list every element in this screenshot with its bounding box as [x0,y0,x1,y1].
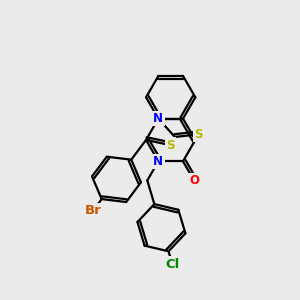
Text: S: S [166,139,174,152]
Text: Cl: Cl [165,258,179,271]
Text: N: N [153,112,164,125]
Text: N: N [153,155,164,168]
Text: Br: Br [85,204,101,218]
Text: S: S [194,128,203,141]
Text: O: O [189,174,199,187]
